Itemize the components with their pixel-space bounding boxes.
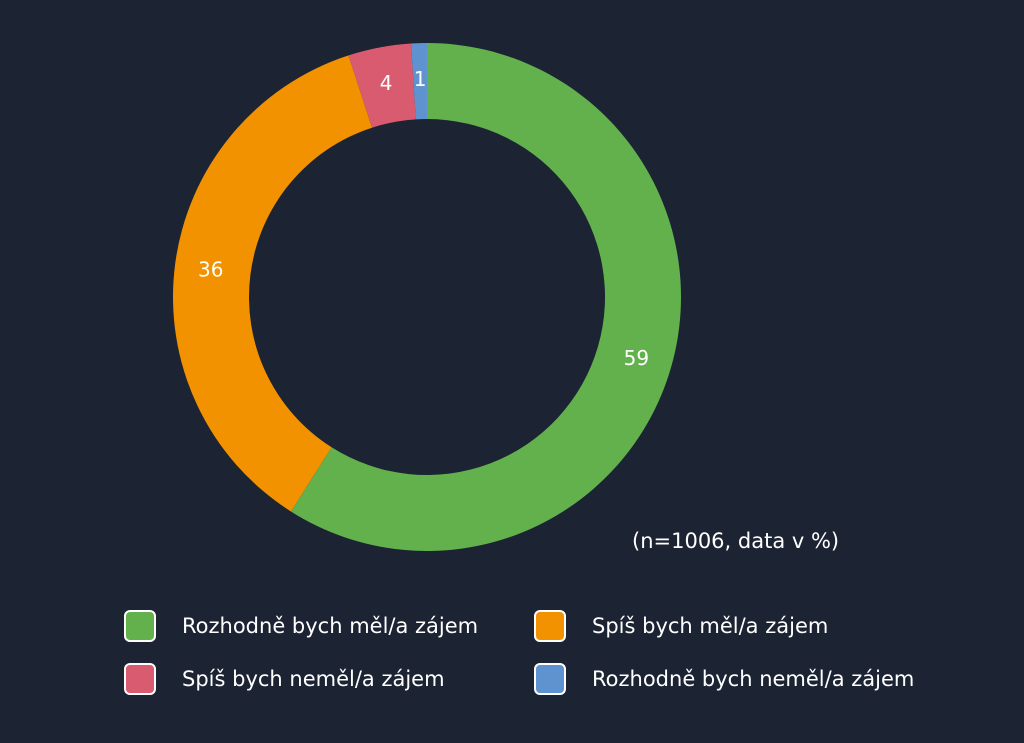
legend-swatch-red: [124, 663, 156, 695]
legend-swatch-green: [124, 610, 156, 642]
data-label-slice-spis-ano: 36: [198, 258, 223, 282]
slice-spis-ano: [173, 55, 372, 512]
legend-label: Rozhodně bych neměl/a zájem: [592, 667, 915, 691]
legend-swatch-blue: [534, 663, 566, 695]
legend-label: Rozhodně bych měl/a zájem: [182, 614, 479, 638]
legend-label: Spíš bych měl/a zájem: [592, 614, 829, 638]
legend-label: Spíš bych neměl/a zájem: [182, 667, 445, 691]
legend-item-spis-ano: Spíš bych měl/a zájem: [534, 610, 828, 642]
data-label-slice-rozhodne-ano: 59: [624, 346, 649, 370]
data-label-slice-spis-ne: 4: [380, 71, 393, 95]
data-label-slice-rozhodne-ne: 1: [414, 67, 427, 91]
legend-item-spis-ne: Spíš bych neměl/a zájem: [124, 663, 445, 695]
legend-item-rozhodne-ano: Rozhodně bych měl/a zájem: [124, 610, 478, 642]
donut-slices: [173, 43, 682, 551]
legend-swatch-orange: [534, 610, 566, 642]
slice-rozhodne-ne: [411, 43, 427, 120]
slice-rozhodne-ano: [290, 43, 682, 551]
slice-spis-ne: [348, 43, 416, 128]
slice-labels: 59 36 4 1: [198, 67, 649, 370]
legend-item-rozhodne-ne: Rozhodně bych neměl/a zájem: [534, 663, 914, 695]
sample-note: (n=1006, data v %): [632, 529, 840, 553]
